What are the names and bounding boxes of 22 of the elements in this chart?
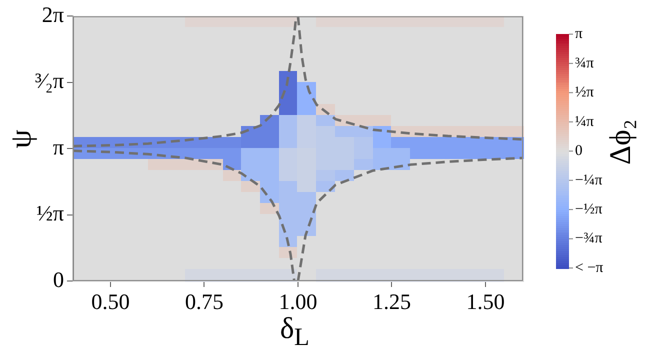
y-tick-label: ½π <box>36 200 64 226</box>
x-axis-title: δ$_{L}$ <box>280 312 310 352</box>
color-bar-label: < −π <box>575 260 604 276</box>
color-bar-label: ½π <box>575 84 594 101</box>
color-bar-label: π <box>575 26 583 42</box>
y-tick-label: 0 <box>53 266 64 292</box>
color-bar-label: ¼π <box>575 114 594 130</box>
y-tick-label: π <box>52 134 64 160</box>
color-bar-label: ¾π <box>575 55 594 72</box>
x-tick-label: 0.50 <box>91 288 130 314</box>
y-tick-label: 2π <box>42 2 64 27</box>
y-axis-title: ψ <box>4 130 38 148</box>
color-bar-label: −¾π <box>575 230 603 247</box>
color-bar-label: −¼π <box>575 172 603 188</box>
color-bar-label: 0 <box>575 143 582 160</box>
x-tick-label: 1.25 <box>372 288 411 314</box>
x-tick-label: 0.75 <box>185 288 224 314</box>
x-tick-label: 1.00 <box>278 288 318 314</box>
x-tick-label: 1.50 <box>466 288 505 314</box>
color-bar-label: −½π <box>575 201 603 218</box>
color-bar-title: Δϕ₂ <box>604 119 638 165</box>
y-tick-label: ³⁄₂π <box>34 68 64 94</box>
